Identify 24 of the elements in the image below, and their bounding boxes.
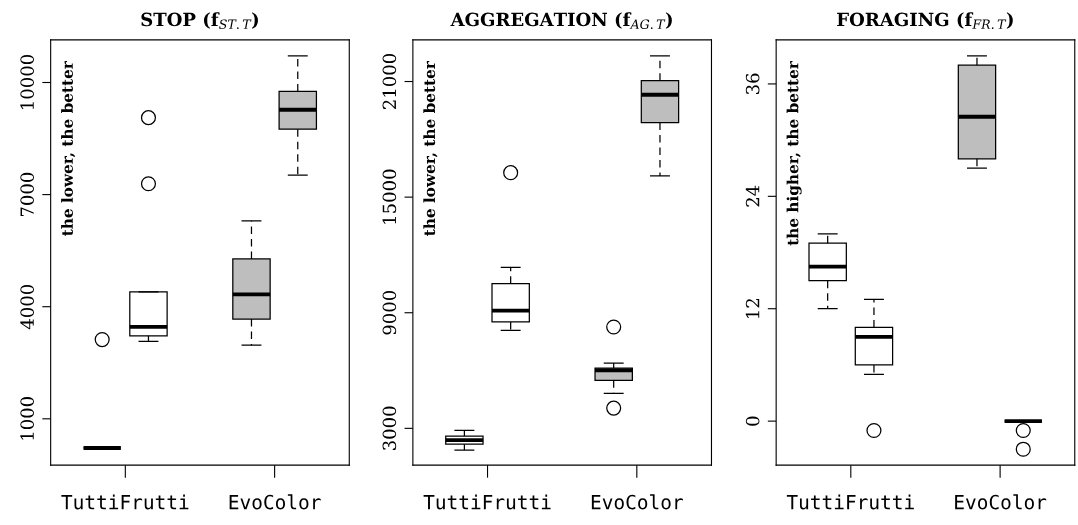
y-tick-label: 1000 (20, 397, 34, 440)
y-tick-label: 24 (745, 185, 760, 207)
x-tick-label: TuttiFrutti (786, 494, 914, 510)
y-tick-label: 4000 (20, 284, 34, 330)
y-tick-label: 36 (745, 73, 760, 95)
y-tick-label: 7000 (20, 172, 34, 217)
y-tick-label: 9000 (382, 290, 397, 335)
y-tick-label: 0 (745, 416, 760, 426)
y-tick-label: 21000 (382, 54, 397, 110)
y-tick-label: 10000 (20, 54, 34, 110)
y-tick-label: 12 (745, 299, 760, 319)
annotation: the lower, the better (423, 61, 438, 236)
x-tick-label: EvoColor (955, 494, 1047, 510)
x-tick-label: EvoColor (591, 494, 683, 510)
y-tick-label: 15000 (382, 169, 397, 224)
x-tick-label: TuttiFrutti (423, 494, 551, 510)
annotation: the lower, the better (61, 61, 76, 236)
x-tick-label: EvoColor (229, 494, 321, 510)
chart-title: STOP (f$_{ST.T}$) (141, 12, 258, 29)
chart-title: AGGREGATION (f$_{AG.T}$) (450, 12, 672, 29)
chart-title: FORAGING (f$_{FR.T}$) (837, 12, 1013, 29)
x-tick-label: TuttiFrutti (61, 494, 189, 510)
y-tick-label: 3000 (382, 406, 397, 450)
annotation: the higher, the better (786, 61, 802, 246)
